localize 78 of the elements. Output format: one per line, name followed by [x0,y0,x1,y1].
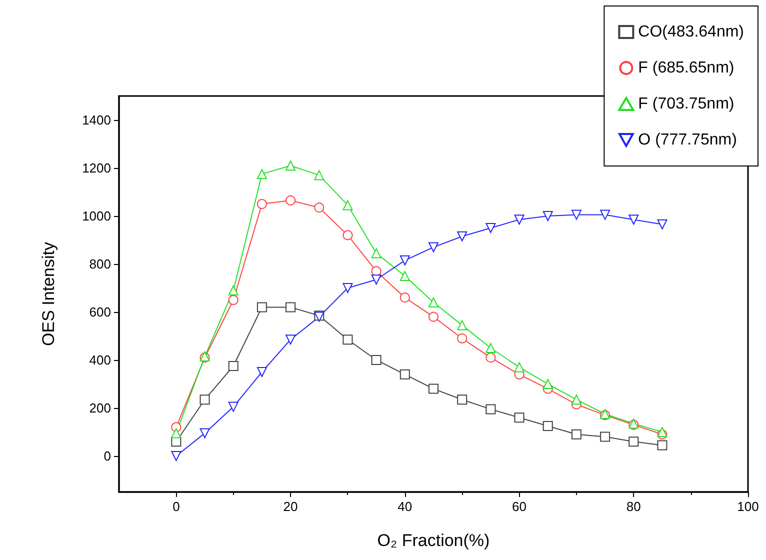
point [657,440,668,450]
point [428,297,438,308]
point [457,394,468,405]
y-axis-title: OES Intensity [39,242,58,346]
point [228,295,238,305]
point [171,451,182,461]
point [371,274,382,285]
point [657,427,668,437]
y-tick-label: 800 [89,256,111,272]
y-tick-label: 600 [89,304,111,320]
point [514,214,524,225]
point [342,334,353,345]
y-tick-label: 0 [104,448,111,464]
x-tick-label: 80 [626,499,641,514]
point [371,266,382,276]
point [542,211,553,221]
point [256,302,267,312]
x-tick-label: 20 [283,499,298,514]
legend-label: O (777.75nm) [638,132,737,148]
point [428,242,438,252]
point [200,428,210,438]
point [514,362,524,372]
point [428,384,438,394]
point [400,292,410,303]
y-tick-label: 1000 [82,208,111,224]
point [571,429,582,440]
point [342,283,353,293]
y-tick-label: 1400 [82,112,111,128]
point [571,394,582,405]
point [600,432,610,442]
point [486,223,496,233]
point [342,200,353,210]
point [628,214,639,225]
point [600,210,610,220]
point [286,160,296,171]
point [514,412,524,423]
legend-label: F (685.65nm) [638,60,734,76]
point [256,169,267,179]
point [486,343,496,353]
x-tick-label: 0 [172,499,180,514]
legend-label: F (703.75nm) [638,96,734,112]
point [286,195,296,206]
y-tick-label: 400 [89,352,111,368]
point [400,369,410,380]
y-tick-label: 200 [89,400,111,416]
point [400,271,410,281]
point [486,352,496,363]
point [228,361,238,371]
point [628,436,639,447]
point [457,231,468,242]
point [342,230,353,240]
point [542,379,553,389]
point [486,404,496,414]
point [428,312,438,322]
point [286,302,296,312]
point [457,333,468,344]
point [542,421,553,431]
point [314,170,324,180]
point [256,199,267,209]
point [256,367,267,377]
x-axis-title: O₂ Fraction(%) [377,531,490,550]
point [286,334,296,345]
point [228,402,238,412]
point [200,394,210,405]
point [228,285,238,296]
x-tick-label: 100 [737,499,759,514]
point [657,219,668,230]
point [314,202,324,213]
point [171,428,182,438]
x-tick-label: 40 [398,499,412,514]
legend-label: CO(483.64nm) [638,24,744,40]
point [571,210,582,220]
y-tick-label: 1200 [82,160,111,176]
x-tick-label: 60 [512,499,527,514]
point [371,248,382,258]
point [400,255,410,266]
point [371,355,382,365]
point [457,320,468,330]
